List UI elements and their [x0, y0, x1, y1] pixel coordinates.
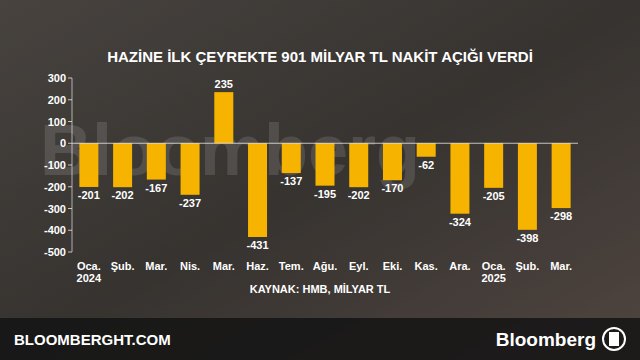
y-tick-label: -200 [44, 181, 66, 193]
data-label: -202 [348, 189, 370, 201]
y-tick-label: -300 [44, 203, 66, 215]
footer-site: BLOOMBERGHT.COM [14, 331, 171, 348]
y-tick-label: -400 [44, 224, 66, 236]
bar [316, 143, 335, 185]
x-tick-label-line: Şub. [515, 260, 539, 272]
y-tick [68, 208, 72, 209]
data-label: -62 [418, 159, 434, 171]
data-label: -237 [179, 197, 201, 209]
chart: Bloomberg HAZİNE İLK ÇEYREKTE 901 MİLYAR … [0, 0, 640, 360]
y-tick [68, 230, 72, 231]
data-label: 235 [215, 78, 233, 90]
y-tick [68, 143, 72, 144]
bar [518, 143, 537, 230]
x-tick-label: Mar. [550, 260, 572, 272]
data-label: -170 [381, 182, 403, 194]
x-tick-label: Eyl. [349, 260, 369, 272]
y-tick [68, 252, 72, 253]
data-label: -202 [112, 189, 134, 201]
y-tick [68, 121, 72, 122]
y-tick [68, 78, 72, 79]
x-tick-label-line: Mar. [145, 260, 167, 272]
x-tick-label: Oca.2025 [481, 260, 505, 284]
bar [552, 143, 571, 208]
y-tick-label: -100 [44, 159, 66, 171]
y-tick-label: 0 [60, 137, 66, 149]
x-tick-label: Kas. [415, 260, 438, 272]
zero-line [72, 143, 578, 144]
bar [248, 143, 267, 237]
x-tick-label-line: Eki. [383, 260, 403, 272]
data-label: -431 [247, 239, 269, 251]
x-tick-label: Haz. [246, 260, 269, 272]
data-label: -298 [550, 210, 572, 222]
x-tick-label: Tem. [279, 260, 304, 272]
y-tick [68, 165, 72, 166]
y-tick [68, 186, 72, 187]
background [0, 0, 640, 360]
footer-brand: Bloomberg [496, 329, 596, 350]
x-tick-label-line: Ağu. [313, 260, 337, 272]
x-tick-label-line: Haz. [246, 260, 269, 272]
background-shade [0, 0, 640, 360]
data-label: -398 [516, 232, 538, 244]
bar [147, 143, 166, 179]
bar [282, 143, 301, 173]
bar [484, 143, 503, 188]
source: KAYNAK: HMB, MİLYAR TL [250, 283, 391, 295]
x-tick-label: Eki. [383, 260, 403, 272]
x-tick-label: Şub. [111, 260, 135, 272]
x-tick-label-line: Şub. [111, 260, 135, 272]
logo-ring [603, 328, 625, 350]
x-tick-label: Mar. [145, 260, 167, 272]
data-label: -205 [483, 190, 505, 202]
x-tick-label: Nis. [180, 260, 200, 272]
bar [214, 92, 233, 143]
x-tick-label-line: Kas. [415, 260, 438, 272]
x-tick-label-line: Eyl. [349, 260, 369, 272]
x-tick-label: Mar. [213, 260, 235, 272]
y-tick [68, 99, 72, 100]
data-label: -167 [145, 182, 167, 194]
bar [181, 143, 200, 195]
logo-mark [609, 332, 619, 346]
y-axis [72, 78, 73, 252]
x-tick-label-line: Tem. [279, 260, 304, 272]
footer-bar [0, 318, 640, 360]
bar [383, 143, 402, 180]
x-tick-label-line: 2025 [481, 272, 505, 284]
y-tick-label: 100 [48, 116, 66, 128]
bar [417, 143, 436, 156]
data-label: -195 [314, 188, 336, 200]
x-tick-label-line: Mar. [550, 260, 572, 272]
x-tick-label-line: Ara. [449, 260, 470, 272]
data-label: -201 [78, 189, 100, 201]
title: HAZİNE İLK ÇEYREKTE 901 MİLYAR TL NAKİT … [107, 48, 533, 65]
data-label: -324 [449, 216, 472, 228]
data-label: -137 [280, 175, 302, 187]
x-tick-label-line: Nis. [180, 260, 200, 272]
x-tick-label: Ağu. [313, 260, 337, 272]
y-tick-label: 200 [48, 94, 66, 106]
bar [450, 143, 469, 213]
x-tick-label-line: Oca. [77, 260, 101, 272]
x-tick-label-line: 2024 [77, 272, 102, 284]
bars [79, 92, 570, 237]
bar [79, 143, 98, 187]
x-tick-label-line: Oca. [482, 260, 506, 272]
bar [349, 143, 368, 187]
x-tick-label: Şub. [515, 260, 539, 272]
x-tick-label: Ara. [449, 260, 470, 272]
y-tick-label: 300 [48, 72, 66, 84]
bar [113, 143, 132, 187]
x-tick-label-line: Mar. [213, 260, 235, 272]
x-tick-label: Oca.2024 [77, 260, 102, 284]
y-tick-label: -500 [44, 246, 66, 258]
